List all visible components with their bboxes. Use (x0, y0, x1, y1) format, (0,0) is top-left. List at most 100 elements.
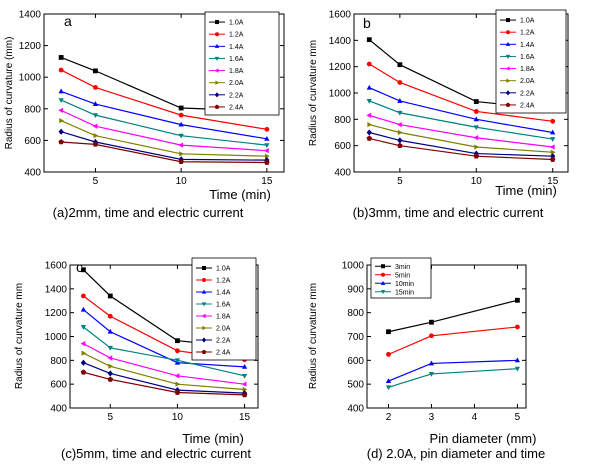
panel-d-caption: (d) 2.0A, pin diameter and time (367, 446, 545, 461)
panel-a-data-point-2.2A (58, 128, 64, 135)
panel-d-ytick-label: 600 (347, 356, 364, 367)
panel-c-y-axis-label: Radius of curvature mm (14, 283, 25, 389)
panel-b-ytick-label: 1600 (329, 10, 352, 21)
panel-b-x-axis-label: Time (min) (495, 183, 557, 198)
panel-b-data-point-2.0A (550, 149, 556, 155)
panel-d-data-point-15min (514, 366, 521, 372)
panel-a-data-point-1.0A (178, 105, 184, 111)
panel-a-series-line-1.6A (60, 99, 267, 146)
panel-c-ytick-label: 1400 (45, 284, 68, 295)
panel-c-data-point-2.4A (241, 392, 248, 398)
panel-a-data-point-1.8A (92, 123, 98, 129)
panel-a-data-point-1.6A (178, 133, 184, 139)
panel-b-data-point-1.0A (366, 37, 372, 43)
panel-d-legend-marker-15min (380, 290, 386, 295)
panel-c-data-point-2.2A (107, 370, 113, 377)
panel-d-ytick-label: 1000 (342, 261, 365, 272)
panel-a-legend-marker-1.2A (215, 32, 219, 37)
panel-b-data-point-2.0A (397, 129, 403, 136)
panel-c-legend-label-2.0A: 2.0A (216, 326, 231, 333)
panel-b-series-line-1.2A (368, 63, 553, 122)
panel-a-series-line-1.4A (60, 90, 267, 140)
panel-b-data-point-2.4A (549, 156, 556, 162)
panel-c-ytick-label: 800 (50, 356, 67, 367)
panel-b-legend-label-1.8A: 1.8A (520, 66, 535, 73)
panel-b-series-line-2.0A (369, 124, 553, 153)
panel-a-series-line-2.0A (60, 120, 267, 157)
panel-b-data-point-2.2A (366, 129, 372, 136)
panel-a-data-point-1.4A (58, 88, 64, 94)
panel-c-ytick-label: 600 (50, 380, 67, 391)
panel-b-data-point-1.6A (397, 110, 403, 116)
panel-a-xtick-label: 5 (93, 176, 99, 187)
panel-b-series-line-2.2A (369, 131, 553, 157)
panel-b-xtick-label: 5 (397, 176, 403, 187)
panel-c-data-point-1.8A (174, 373, 180, 379)
panel-a-data-point-1.2A (58, 67, 64, 73)
panel-a-series-line-1.8A (60, 109, 267, 152)
panel-a-data-point-2.0A (264, 153, 270, 159)
panel-d-y-axis-label: Radius of curvature mm (308, 283, 319, 389)
panel-a-data-point-1.6A (264, 143, 270, 149)
panel-a-legend-label-2.2A: 2.2A (229, 92, 244, 99)
panel-c-data-point-1.8A (241, 381, 247, 387)
panel-c-data-point-2.4A (107, 376, 114, 382)
panel-a-ytick-label: 1000 (19, 73, 42, 84)
panel-d-data-point-10min (385, 378, 392, 383)
panel-c-legend-label-2.2A: 2.2A (216, 338, 231, 345)
panel-c-series-line-2.2A (83, 362, 245, 394)
panel-b-data-point-1.4A (397, 98, 403, 103)
panel-a-data-point-1.8A (58, 107, 64, 114)
panel-b-series-line-1.8A (369, 114, 553, 148)
panel-a-ytick-label: 600 (24, 136, 41, 147)
panel-a-data-point-1.2A (264, 126, 270, 132)
panel-b-legend-label-2.0A: 2.0A (520, 78, 535, 85)
panel-a-data-point-1.6A (92, 113, 99, 118)
panel-a-legend-marker-1.0A (215, 20, 219, 25)
panel-b-data-point-2.0A (367, 121, 373, 128)
panel-b-ytick-label: 600 (334, 141, 351, 152)
panel-a-data-point-1.4A (92, 101, 99, 106)
panel-d-data-point-10min (514, 357, 521, 363)
panel-b-ytick-label: 1000 (329, 89, 352, 100)
panel-a-data-point-1.8A (263, 148, 269, 154)
panel-c-legend-label-1.8A: 1.8A (216, 314, 231, 321)
panel-b-caption: (b)3mm, time and electric current (353, 205, 544, 220)
panel-c-data-point-1.8A (107, 355, 113, 361)
panel-b-data-point-1.8A (473, 135, 479, 141)
panel-d-x-axis-label: Pin diameter (mm) (430, 431, 537, 446)
panel-b-legend-label-1.6A: 1.6A (520, 54, 535, 61)
panel-c-series-line-1.6A (83, 326, 245, 377)
panel-a-data-point-2.4A (264, 159, 270, 165)
panel-b-legend-marker-1.4A (505, 41, 511, 46)
panel-d-xtick-label: 3 (429, 412, 435, 423)
panel-d-series-line-10min (388, 359, 518, 382)
panel-c-data-point-1.0A (81, 267, 86, 273)
panel-b-data-point-1.0A (473, 99, 479, 104)
panel-c-xtick-label: 15 (239, 412, 251, 423)
panel-c-panel-label: c (76, 259, 83, 275)
panel-a-data-point-2.0A (59, 118, 65, 124)
panel-a-data-point-1.6A (58, 98, 64, 103)
panel-a-legend-marker-2.4A (214, 104, 220, 109)
panel-d-series-line-3min (388, 299, 518, 333)
panel-c-data-point-1.6A (174, 358, 181, 364)
panel-b-data-point-1.4A (473, 116, 479, 122)
panel-d-data-point-5min (429, 333, 434, 339)
panel-d-data-point-15min (428, 371, 435, 377)
panel-c-legend-label-2.4A: 2.4A (216, 350, 231, 357)
panel-b-legend-marker-2.0A (506, 78, 511, 83)
panel-c-legend-marker-1.0A (202, 266, 206, 270)
panel-c-legend-marker-2.0A (202, 325, 207, 331)
panel-d-data-point-15min (385, 385, 392, 391)
panel-a-legend-marker-1.8A (214, 68, 219, 73)
panel-d-legend-label-3min: 3min (395, 264, 410, 271)
panel-c-data-point-1.4A (241, 364, 248, 369)
panel-a-xtick-label: 10 (176, 176, 188, 187)
panel-b-series-line-1.6A (369, 100, 553, 140)
panel-d-ytick-label: 800 (347, 308, 364, 319)
panel-c-data-point-2.0A (108, 363, 114, 369)
panel-c-legend-marker-1.6A (201, 302, 207, 307)
panel-a-panel-label: a (64, 13, 72, 29)
